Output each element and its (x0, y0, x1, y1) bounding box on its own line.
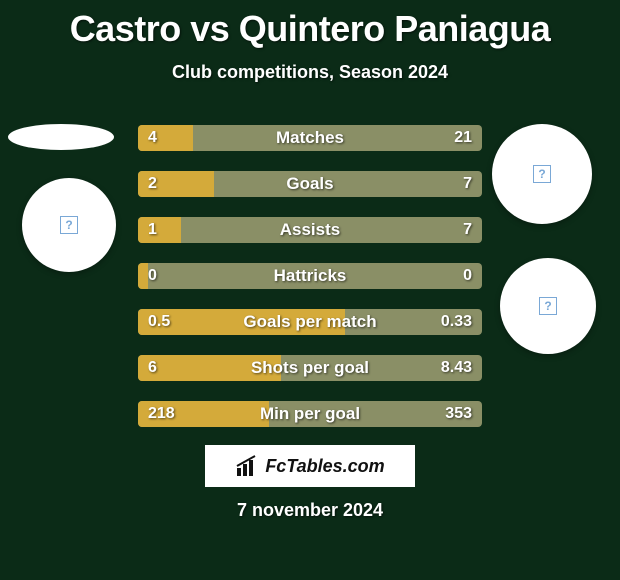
footer-brand-badge: FcTables.com (205, 445, 415, 487)
stat-value-right: 7 (463, 217, 472, 243)
player-avatar-right-top: ? (492, 124, 592, 224)
stat-row: 6Shots per goal8.43 (138, 355, 482, 381)
stats-comparison-chart: 4Matches21 2Goals7 1Assists7 0Hattricks0 0.5… (138, 125, 482, 447)
stat-row: 2Goals7 (138, 171, 482, 197)
stat-row: 0.5Goals per match0.33 (138, 309, 482, 335)
page-subtitle: Club competitions, Season 2024 (0, 62, 620, 83)
stat-value-right: 21 (454, 125, 472, 151)
stat-name: Shots per goal (138, 355, 482, 381)
image-placeholder-icon: ? (539, 297, 557, 315)
stat-name: Hattricks (138, 263, 482, 289)
date-label: 7 november 2024 (0, 500, 620, 521)
stat-value-right: 0.33 (441, 309, 472, 335)
stat-value-right: 0 (463, 263, 472, 289)
player-avatar-left: ? (22, 178, 116, 272)
footer-brand-text: FcTables.com (265, 456, 384, 477)
stat-row: 4Matches21 (138, 125, 482, 151)
player-avatar-right-bottom: ? (500, 258, 596, 354)
avatar-ellipse-top-left (8, 124, 114, 150)
stat-name: Matches (138, 125, 482, 151)
stat-value-right: 8.43 (441, 355, 472, 381)
stat-value-right: 7 (463, 171, 472, 197)
bar-chart-icon (235, 454, 259, 478)
stat-name: Min per goal (138, 401, 482, 427)
stat-row: 0Hattricks0 (138, 263, 482, 289)
stat-name: Assists (138, 217, 482, 243)
stat-row: 1Assists7 (138, 217, 482, 243)
stat-row: 218Min per goal353 (138, 401, 482, 427)
stat-value-right: 353 (445, 401, 472, 427)
page-title: Castro vs Quintero Paniagua (0, 0, 620, 50)
stat-name: Goals (138, 171, 482, 197)
image-placeholder-icon: ? (60, 216, 78, 234)
image-placeholder-icon: ? (533, 165, 551, 183)
stat-name: Goals per match (138, 309, 482, 335)
